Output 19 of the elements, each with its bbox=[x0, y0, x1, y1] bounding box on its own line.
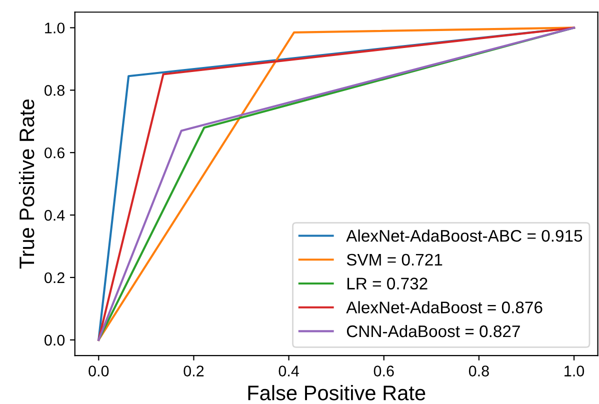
legend-label: AlexNet-AdaBoost-ABC = 0.915 bbox=[346, 230, 582, 242]
legend-label: AlexNet-AdaBoost = 0.876 bbox=[346, 301, 542, 314]
y-tick-label: 1.0 bbox=[45, 22, 65, 34]
legend-label: SVM = 0.721 bbox=[346, 254, 442, 266]
y-axis-title: True Positive Rate bbox=[18, 99, 34, 269]
x-tick-label: 0.8 bbox=[468, 366, 489, 376]
y-tick-label: 0.6 bbox=[44, 147, 64, 158]
y-tick-label: 0.0 bbox=[44, 334, 65, 346]
y-tick-label: 0.8 bbox=[44, 85, 64, 96]
x-tick-label: 0.4 bbox=[278, 366, 299, 376]
legend-label: CNN-AdaBoost = 0.827 bbox=[346, 324, 520, 338]
y-tick-label: 0.4 bbox=[44, 210, 65, 221]
x-tick-label: 0.2 bbox=[184, 366, 204, 376]
x-tick-label: 0.6 bbox=[374, 366, 394, 376]
x-tick-label: 1.0 bbox=[564, 366, 584, 376]
y-tick-label: 0.2 bbox=[44, 272, 64, 284]
x-tick-label: 0.0 bbox=[88, 366, 109, 376]
legend-label: LR = 0.732 bbox=[347, 278, 428, 290]
x-axis-title: False Positive Rate bbox=[248, 385, 426, 400]
